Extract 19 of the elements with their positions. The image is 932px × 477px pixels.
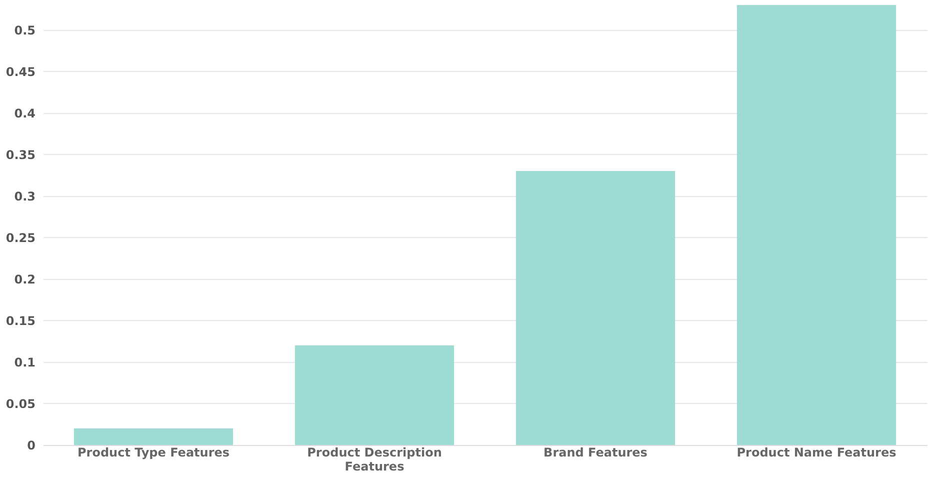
x-tick-label: Product Description Features <box>307 446 442 474</box>
y-tick-label: 0.2 <box>14 272 36 286</box>
x-tick-label: Product Type Features <box>77 446 230 460</box>
bar <box>516 171 676 445</box>
x-tick-label: Product Name Features <box>736 446 896 460</box>
bar <box>74 428 234 445</box>
y-tick-label: 0.45 <box>6 64 36 79</box>
bar <box>736 5 896 445</box>
bar <box>294 345 454 445</box>
y-tick-label: 0.1 <box>14 355 36 370</box>
y-tick-label: 0.15 <box>6 314 36 328</box>
y-tick-label: 0 <box>27 438 36 452</box>
x-tick-label: Brand Features <box>544 446 648 460</box>
y-tick-label: 0.05 <box>6 396 36 411</box>
y-tick-label: 0.4 <box>14 106 36 120</box>
y-tick-label: 0.3 <box>14 189 36 204</box>
y-tick-label: 0.35 <box>6 148 36 162</box>
y-tick-label: 0.5 <box>14 23 36 38</box>
y-tick-label: 0.25 <box>6 230 36 245</box>
